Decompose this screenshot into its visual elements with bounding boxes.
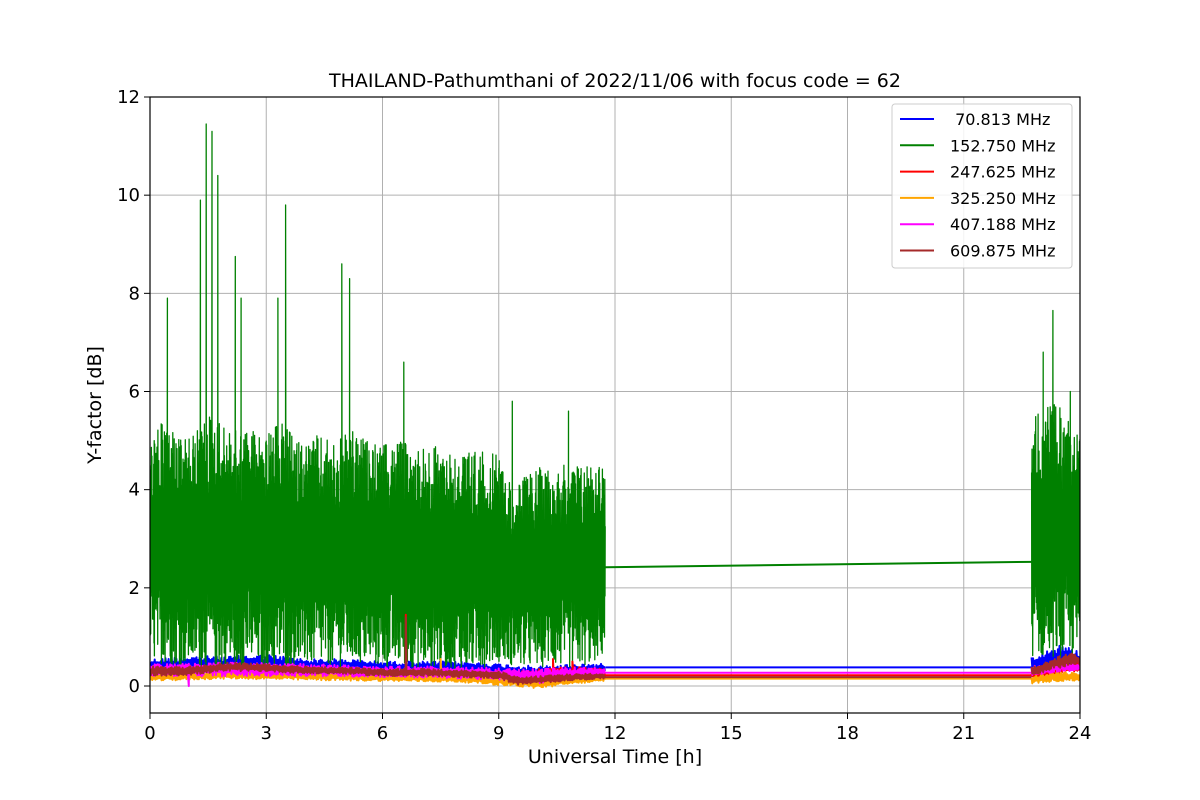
y-tick-label: 12 (117, 87, 140, 108)
x-axis-ticks: 0 3 6 9 12 15 18 21 24 (144, 713, 1091, 744)
series-152-750-mhz (150, 123, 1080, 671)
legend-entry: 152.750 MHz (950, 136, 1055, 155)
y-tick-label: 10 (117, 185, 140, 206)
chart-title: THAILAND-Pathumthani of 2022/11/06 with … (328, 70, 901, 92)
series-tail-line (1030, 652, 1080, 675)
x-tick-label: 15 (720, 723, 743, 744)
y-tick-label: 0 (129, 676, 140, 697)
x-tick-label: 18 (836, 723, 859, 744)
x-tick-label: 3 (261, 723, 272, 744)
series-609-875-mhz (150, 616, 1080, 686)
series-tail-line (1030, 309, 1080, 658)
x-tick-label: 24 (1069, 723, 1092, 744)
y-axis-ticks: 0 2 4 6 8 10 12 (117, 87, 150, 697)
legend-entry: 407.188 MHz (950, 215, 1055, 234)
legend-entry: 325.250 MHz (950, 189, 1055, 208)
series-gap-line (605, 560, 1032, 569)
legend-entry: 247.625 MHz (950, 163, 1055, 182)
y-tick-label: 8 (129, 283, 140, 304)
y-tick-label: 4 (129, 480, 140, 501)
y-tick-label: 2 (129, 578, 140, 599)
series-line (150, 616, 606, 686)
x-tick-label: 12 (604, 723, 627, 744)
x-tick-label: 9 (493, 723, 504, 744)
series-tail-line (1030, 671, 1080, 685)
legend: 70.813 MHz 152.750 MHz 247.625 MHz 325.250 … (891, 103, 1073, 269)
x-tick-label: 0 (144, 723, 155, 744)
legend-entry: 70.813 MHz (950, 110, 1050, 129)
x-axis-label: Universal Time [h] (528, 746, 702, 768)
series-line (150, 123, 606, 671)
x-tick-label: 21 (952, 723, 975, 744)
legend-box (891, 103, 1073, 269)
series-group (150, 123, 1080, 689)
x-tick-label: 6 (377, 723, 388, 744)
legend-entry: 609.875 MHz (950, 242, 1055, 261)
y-tick-label: 6 (129, 382, 140, 403)
y-axis-label: Y-factor [dB] (84, 346, 106, 465)
